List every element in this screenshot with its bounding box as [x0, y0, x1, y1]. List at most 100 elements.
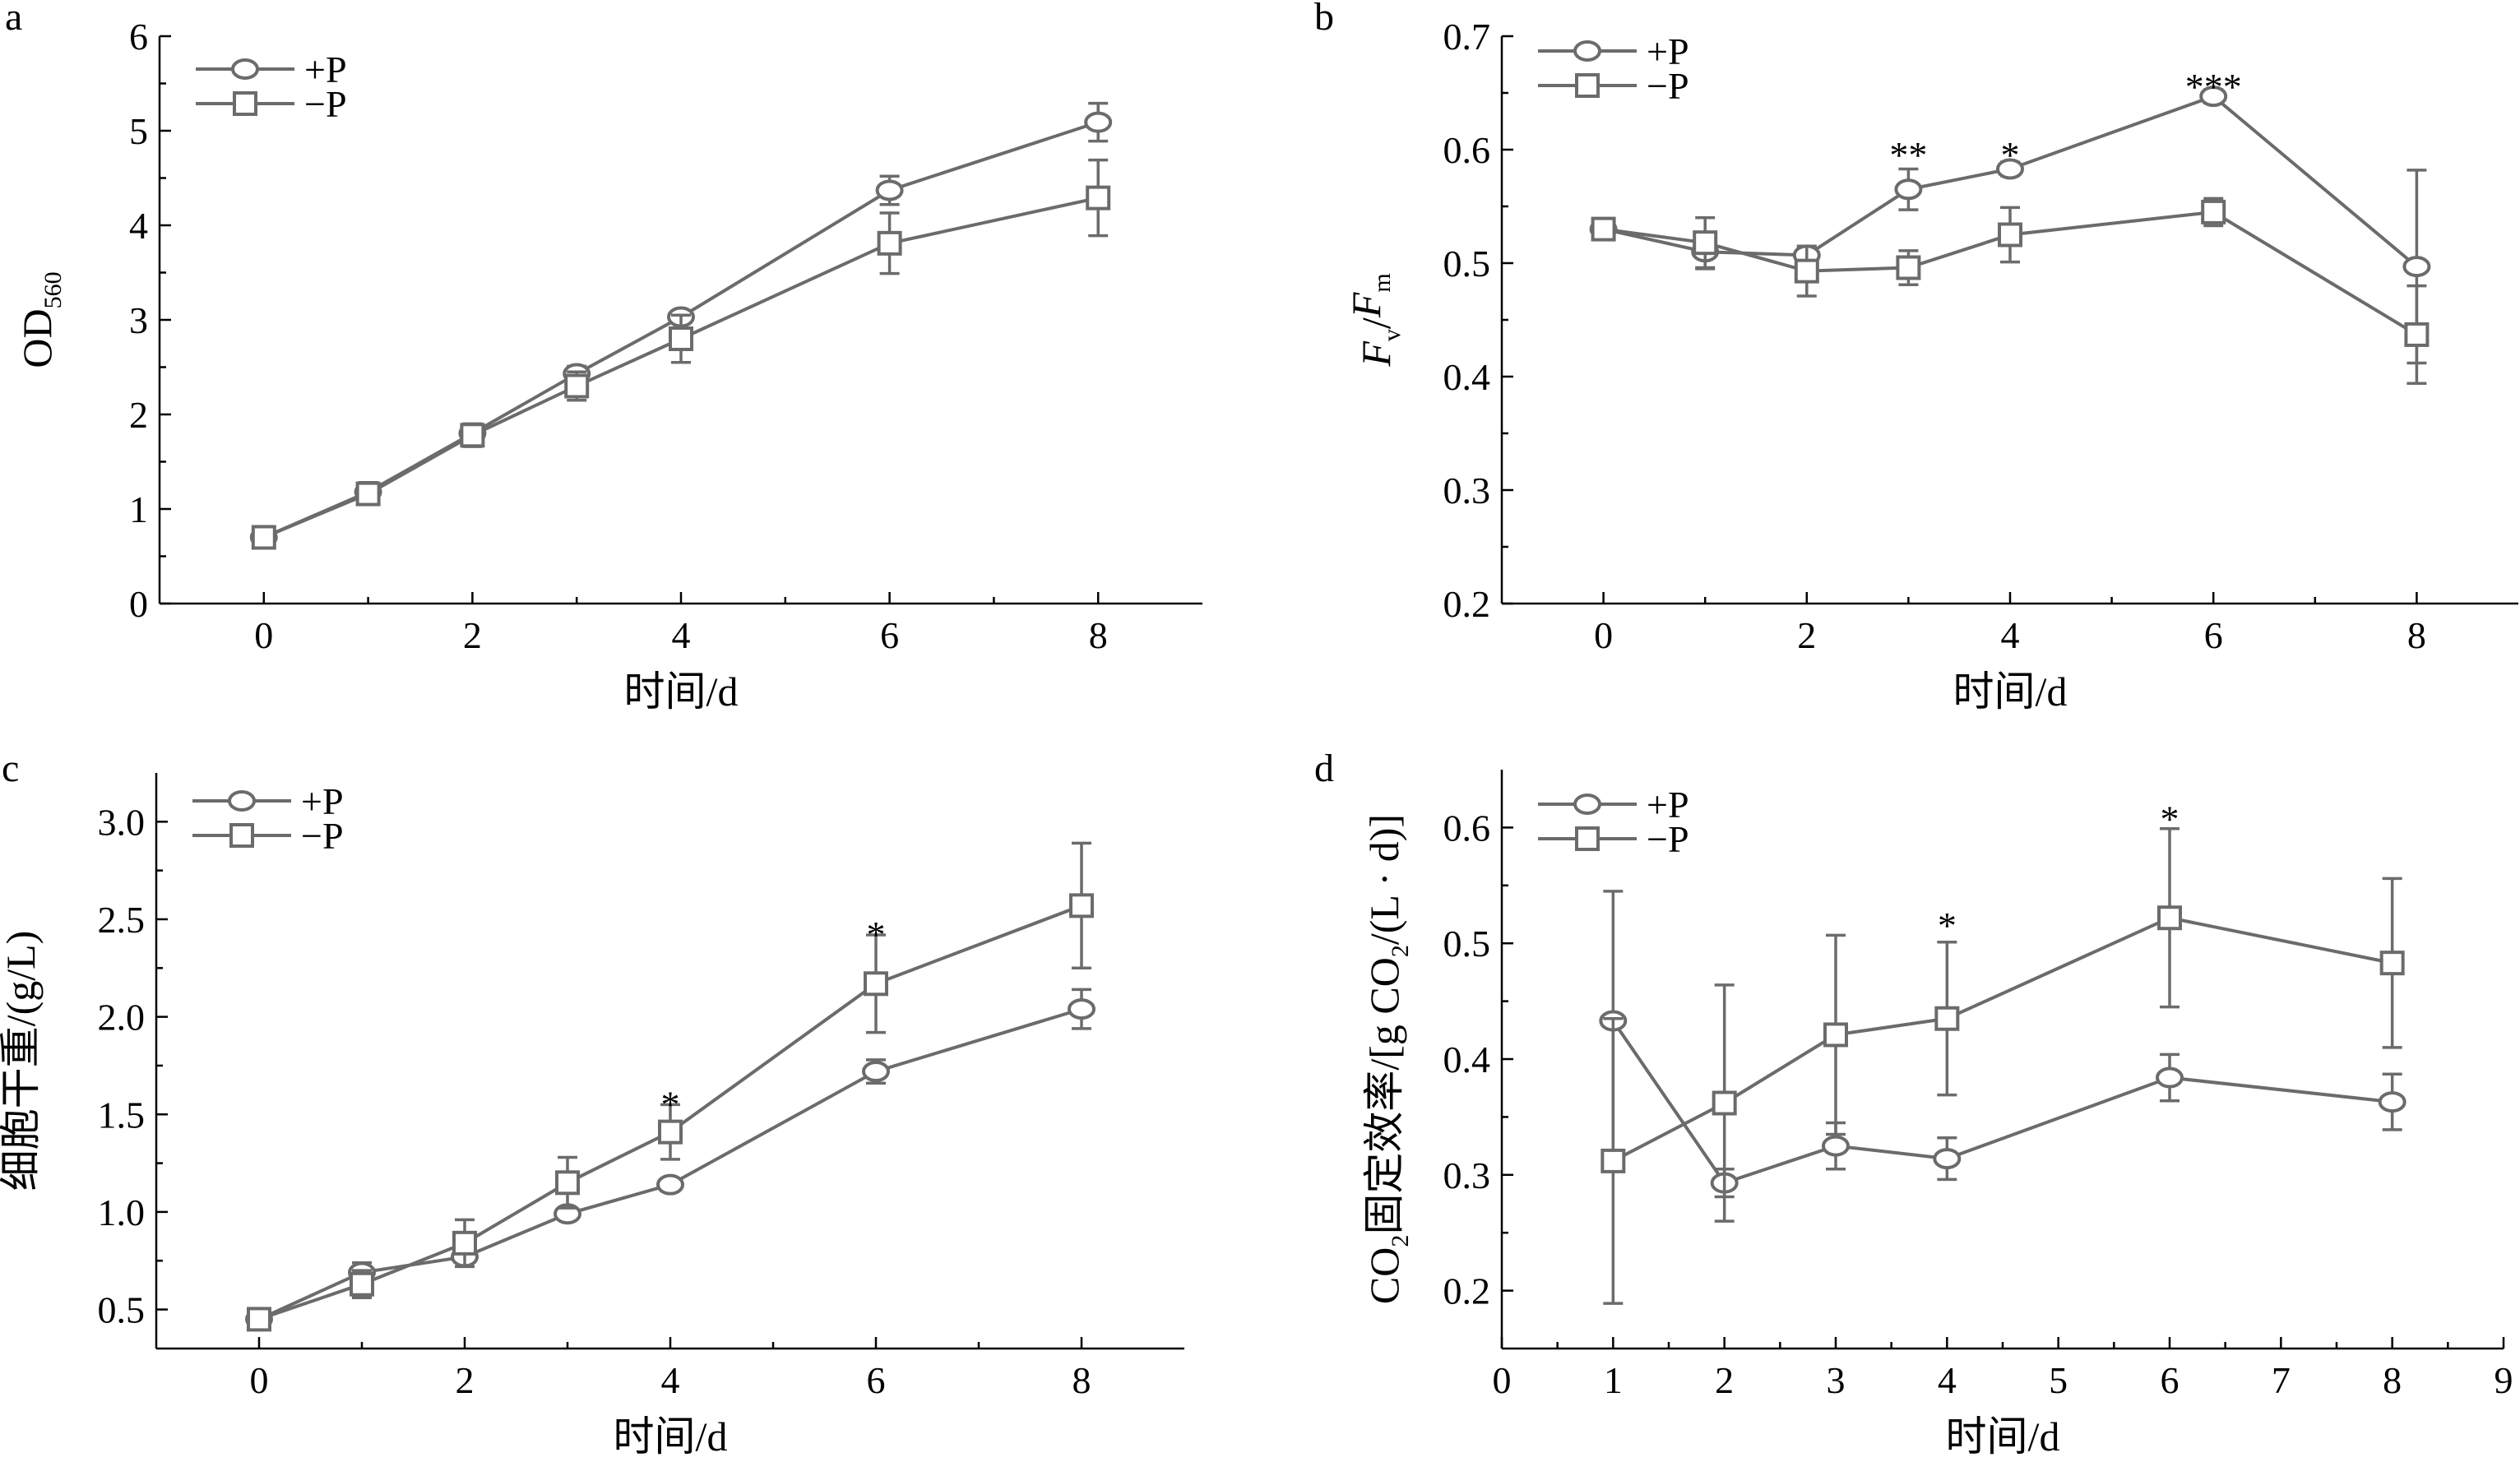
y-axis-title-part: /(L · d)] — [1361, 814, 1407, 945]
x-tick-label: 7 — [2272, 1359, 2291, 1401]
legend-marker-square — [229, 823, 254, 848]
data-point-circle — [1084, 111, 1113, 133]
y-tick-label: 2 — [129, 394, 148, 436]
y-axis-title-part: CO — [1361, 1247, 1407, 1304]
y-tick-label: 6 — [129, 16, 148, 58]
significance-label: * — [2161, 798, 2180, 840]
legend-label: +P — [1647, 784, 1689, 826]
legend-marker-square — [233, 91, 257, 116]
data-point-square — [2404, 322, 2430, 347]
y-tick-label: 1.5 — [98, 1094, 146, 1136]
x-tick-label: 0 — [254, 614, 273, 656]
series-line — [263, 196, 1099, 539]
y-tick-label: 0.6 — [1443, 807, 1491, 849]
data-point-square — [247, 1307, 271, 1332]
x-tick-label: 4 — [661, 1359, 680, 1401]
data-point-square — [1998, 222, 2022, 248]
x-tick-label: 8 — [1072, 1359, 1091, 1401]
y-axis-title-part: / — [1353, 317, 1399, 329]
x-tick-label: 8 — [2407, 614, 2426, 656]
x-tick-label: 1 — [1604, 1359, 1623, 1401]
y-axis-title-main: OD — [14, 308, 60, 368]
x-axis-title: 时间/d — [1953, 669, 2068, 715]
legend: +P−P — [192, 780, 344, 857]
y-tick-label: 0.3 — [1443, 470, 1491, 511]
y-axis-title-part: F — [1343, 292, 1389, 318]
legend-marker-circle — [228, 790, 256, 812]
data-point-circle — [875, 179, 904, 201]
legend-label: −P — [301, 815, 344, 857]
data-point-square — [555, 1170, 580, 1196]
x-tick-label: 8 — [2383, 1359, 2402, 1401]
y-tick-label: 0.5 — [1443, 923, 1491, 965]
y-tick-label: 5 — [129, 110, 148, 152]
x-tick-label: 4 — [1938, 1359, 1957, 1401]
y-tick-label: 3.0 — [98, 801, 146, 843]
data-point-square — [2201, 199, 2226, 224]
legend: +P−P — [196, 49, 347, 125]
series-line — [1611, 1020, 2393, 1186]
legend-marker-circle — [231, 58, 259, 80]
panel-letter: b — [1314, 0, 1334, 39]
data-point-circle — [2402, 256, 2431, 278]
y-tick-label: 0.5 — [98, 1289, 146, 1331]
x-tick-label: 3 — [1827, 1359, 1846, 1401]
data-point-square — [350, 1271, 374, 1297]
x-tick-label: 6 — [2204, 614, 2223, 656]
significance-label: * — [1938, 904, 1957, 946]
significance-label: *** — [2185, 66, 2242, 108]
data-point-square — [1712, 1090, 1737, 1116]
y-axis-title-subscript: 2 — [1387, 1235, 1414, 1247]
x-tick-label: 2 — [1715, 1359, 1734, 1401]
y-tick-label: 1 — [129, 488, 148, 530]
legend-marker-circle — [1573, 40, 1601, 62]
panel-d: d0 1 2 3 4 5 6 7 8 90.20.30.40.50.6时间/dCO2固定效率/[g… — [1314, 747, 2513, 1460]
data-point-circle — [1933, 1148, 1962, 1170]
x-tick-label: 2 — [463, 614, 482, 656]
x-axis-title: 时间/d — [614, 1413, 728, 1460]
data-point-square — [2379, 951, 2405, 976]
data-point-square — [460, 423, 485, 448]
y-tick-label: 0.2 — [1443, 583, 1491, 625]
x-tick-label: 4 — [672, 614, 691, 656]
data-point-square — [355, 481, 381, 507]
y-tick-label: 2.0 — [98, 997, 146, 1039]
significance-label: * — [2001, 134, 2020, 176]
data-point-circle — [656, 1173, 684, 1196]
legend: +P−P — [1538, 30, 1689, 107]
data-point-circle — [2199, 86, 2228, 108]
significance-label: * — [661, 1083, 680, 1125]
y-axis-title-part: 固定效率/[g CO — [1361, 957, 1407, 1235]
y-tick-label: 4 — [129, 205, 148, 247]
data-point-circle — [1068, 998, 1096, 1020]
data-point-square — [1591, 216, 1616, 242]
panel-c: c 0 2 4 6 8 0.5 1.0 1.5 2.0 2.5 3.0 时间/d 细胞干重/(g/L) * *… — [0, 747, 1184, 1460]
data-point-square — [1794, 258, 1819, 284]
data-point-circle — [2378, 1091, 2407, 1113]
y-axis-title: 细胞干重/(g/L) — [0, 931, 44, 1191]
y-axis-title: OD560 — [14, 271, 67, 368]
legend: +P−P — [1538, 784, 1689, 860]
y-tick-label: 0 — [129, 583, 148, 625]
panel-letter: d — [1314, 747, 1334, 790]
x-tick-label: 5 — [2049, 1359, 2068, 1401]
data-point-square — [864, 971, 888, 997]
y-tick-label: 1.0 — [98, 1191, 146, 1233]
significance-label: ** — [1889, 134, 1927, 176]
x-tick-label: 4 — [2001, 614, 2020, 656]
legend-label: +P — [304, 49, 347, 90]
data-point-square — [1934, 1006, 1960, 1031]
data-point-square — [669, 326, 693, 351]
series-minus-p — [1591, 197, 2430, 386]
x-tick-label: 2 — [456, 1359, 475, 1401]
data-point-circle — [1894, 178, 1923, 201]
legend-label: −P — [1647, 65, 1689, 107]
x-tick-label: 9 — [2495, 1359, 2513, 1401]
data-point-square — [658, 1119, 683, 1145]
y-tick-label: 0.4 — [1443, 356, 1491, 398]
data-point-square — [251, 525, 276, 550]
data-point-square — [877, 230, 902, 256]
y-tick-label: 3 — [129, 299, 148, 341]
x-axis-title: 时间/d — [1946, 1413, 2060, 1460]
